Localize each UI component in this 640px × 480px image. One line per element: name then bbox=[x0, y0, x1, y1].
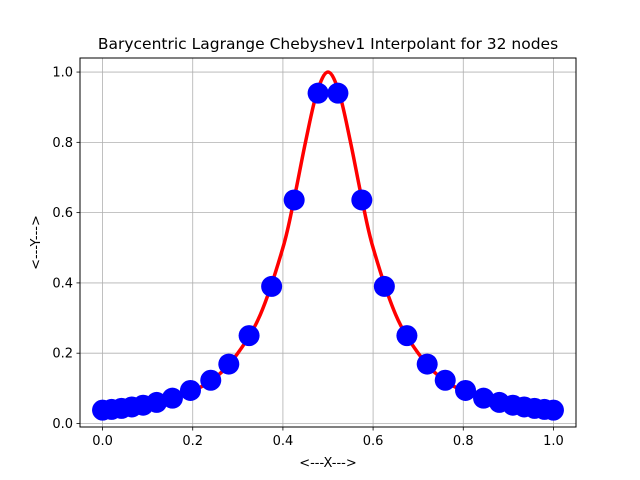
node-point bbox=[307, 82, 329, 104]
y-tick-label: 1.0 bbox=[52, 66, 73, 81]
node-point bbox=[327, 82, 349, 104]
node-point bbox=[146, 391, 168, 413]
y-tick-label: 0.0 bbox=[52, 417, 73, 432]
node-point bbox=[238, 325, 260, 347]
x-ticks: 0.0 0.2 0.4 0.6 0.8 1.0 bbox=[92, 427, 564, 449]
node-point bbox=[434, 369, 456, 391]
node-point bbox=[161, 387, 183, 409]
node-point bbox=[261, 275, 283, 297]
node-point bbox=[283, 189, 305, 211]
chart-title: Barycentric Lagrange Chebyshev1 Interpol… bbox=[98, 35, 558, 53]
y-ticks: 0.0 0.2 0.4 0.6 0.8 1.0 bbox=[52, 66, 80, 432]
y-tick-label: 0.4 bbox=[52, 276, 73, 291]
y-tick-label: 0.6 bbox=[52, 206, 73, 221]
x-axis-label: <---X---> bbox=[299, 456, 357, 471]
node-point bbox=[473, 387, 495, 409]
node-point bbox=[218, 353, 240, 375]
x-tick-label: 0.2 bbox=[182, 434, 203, 449]
node-point bbox=[416, 353, 438, 375]
node-points bbox=[92, 82, 564, 421]
x-tick-label: 0.0 bbox=[92, 434, 113, 449]
x-tick-label: 0.8 bbox=[453, 434, 474, 449]
y-tick-label: 0.8 bbox=[52, 136, 73, 151]
node-point bbox=[200, 369, 222, 391]
node-point bbox=[179, 379, 201, 401]
node-point bbox=[542, 399, 564, 421]
y-axis-label: <---Y---> bbox=[29, 215, 44, 270]
node-point bbox=[351, 189, 373, 211]
node-point bbox=[373, 275, 395, 297]
x-tick-label: 0.6 bbox=[363, 434, 384, 449]
y-tick-label: 0.2 bbox=[52, 347, 73, 362]
node-point bbox=[455, 379, 477, 401]
x-tick-label: 0.4 bbox=[273, 434, 294, 449]
x-tick-label: 1.0 bbox=[543, 434, 564, 449]
plot-frame bbox=[79, 57, 577, 428]
node-point bbox=[396, 325, 418, 347]
